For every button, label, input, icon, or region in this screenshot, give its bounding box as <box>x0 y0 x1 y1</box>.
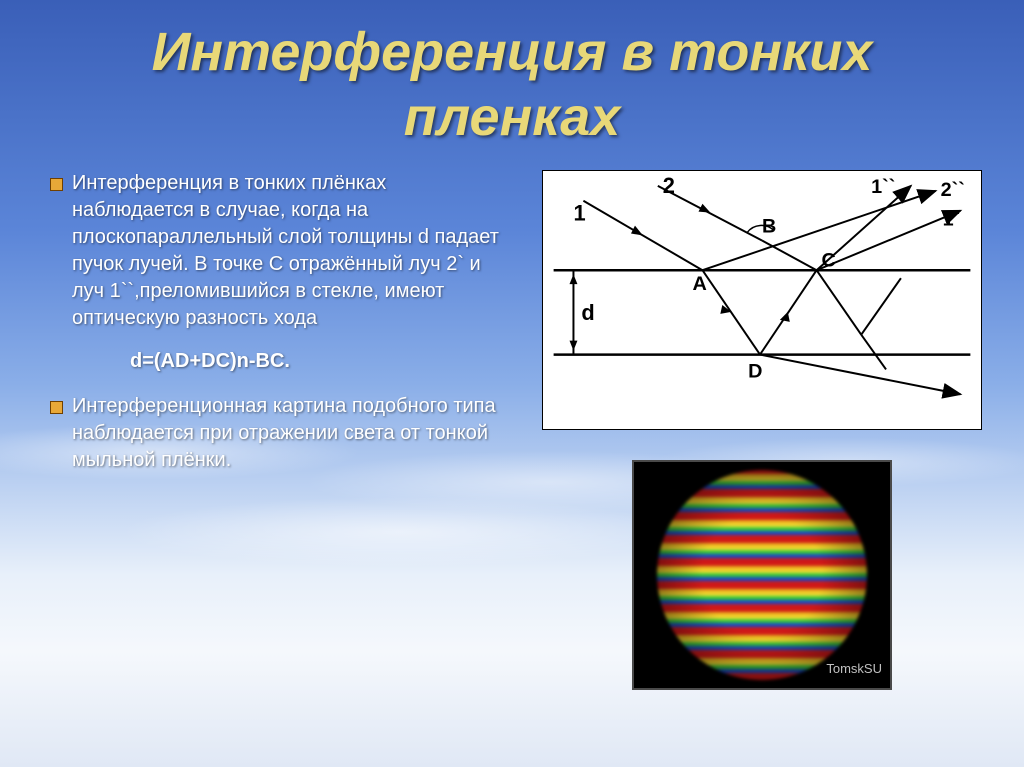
label-d: d <box>581 299 594 324</box>
slide-title: Интерференция в тонких пленках <box>0 0 1024 160</box>
label-A: A <box>693 273 707 295</box>
label-ray2: 2 <box>663 172 675 197</box>
label-1pp: 1`` <box>871 175 895 197</box>
interference-fringes-image: TomskSU <box>632 460 892 690</box>
label-B: B <box>762 215 776 237</box>
label-C: C <box>822 249 836 271</box>
watermark: TomskSU <box>826 661 882 676</box>
label-2pp: 2`` <box>941 178 965 200</box>
fringes-circle <box>657 470 867 680</box>
slide-content: Интерференция в тонких плёнках наблюдает… <box>0 160 1024 690</box>
bullet-1: Интерференция в тонких плёнках наблюдает… <box>50 170 510 332</box>
label-D: D <box>748 360 762 382</box>
text-column: Интерференция в тонких плёнках наблюдает… <box>50 170 510 690</box>
bullet-2: Интерференционная картина подобного типа… <box>50 393 510 474</box>
figure-column: d 1 2 1` 2`` 1`` <box>530 170 994 690</box>
formula: d=(AD+DC)n-BC. <box>50 350 510 373</box>
label-ray1: 1 <box>573 200 585 225</box>
thin-film-diagram: d 1 2 1` 2`` 1`` <box>542 170 982 430</box>
